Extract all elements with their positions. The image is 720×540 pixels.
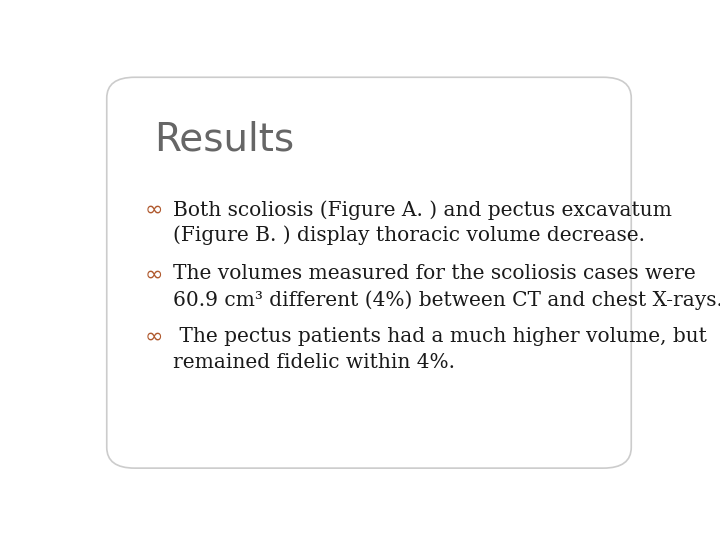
Text: Results: Results	[154, 121, 294, 159]
Text: Both scoliosis (Figure A. ) and pectus excavatum: Both scoliosis (Figure A. ) and pectus e…	[173, 200, 672, 220]
FancyBboxPatch shape	[107, 77, 631, 468]
Text: The pectus patients had a much higher volume, but: The pectus patients had a much higher vo…	[173, 327, 706, 346]
Text: 60.9 cm³ different (4%) between CT and chest X-rays.: 60.9 cm³ different (4%) between CT and c…	[173, 290, 720, 310]
Text: ∞: ∞	[145, 200, 163, 220]
Text: ∞: ∞	[145, 265, 163, 285]
Text: The volumes measured for the scoliosis cases were: The volumes measured for the scoliosis c…	[173, 265, 696, 284]
Text: ∞: ∞	[145, 327, 163, 347]
Text: remained fidelic within 4%.: remained fidelic within 4%.	[173, 353, 454, 372]
Text: (Figure B. ) display thoracic volume decrease.: (Figure B. ) display thoracic volume dec…	[173, 226, 644, 245]
